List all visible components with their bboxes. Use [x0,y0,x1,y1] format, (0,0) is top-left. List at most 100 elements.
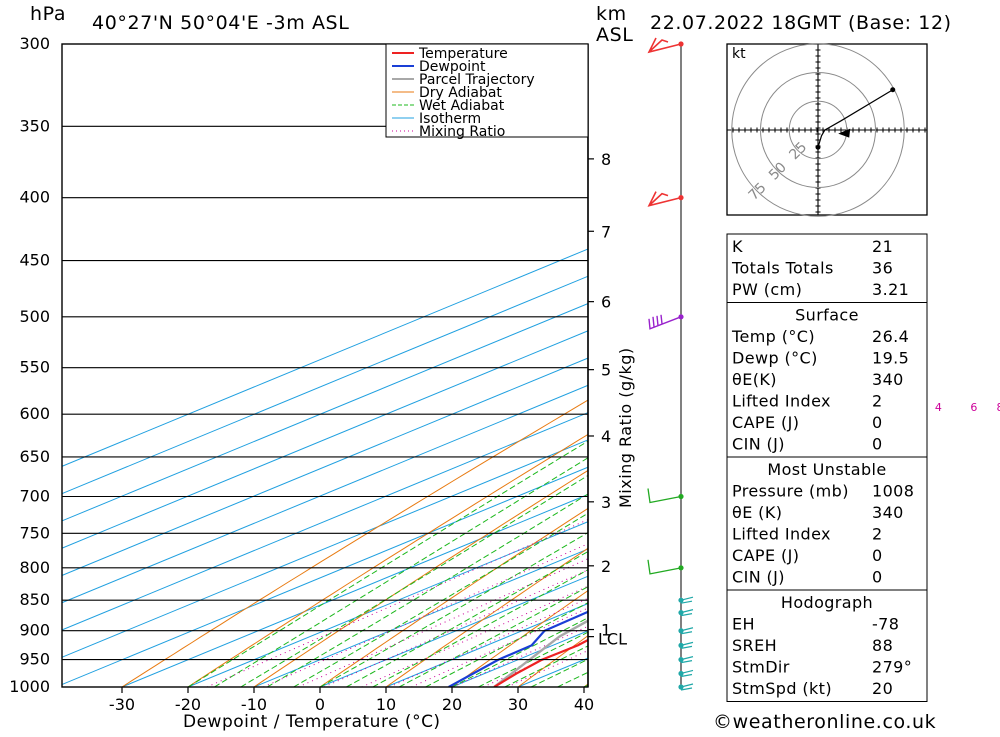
wind-barb [648,314,682,330]
pressure-tick-label: 600 [19,404,50,423]
indices-row-value: -78 [872,615,899,634]
indices-row-value: 1008 [872,482,914,501]
wind-barb [647,488,682,504]
height-unit-asl: ASL [596,24,633,46]
wind-point [678,597,684,603]
indices-row-value: 21 [872,237,893,256]
indices-row-value: 2 [872,525,883,544]
pressure-tick-label: 500 [19,307,50,326]
pressure-tick-label: 750 [19,523,50,542]
isotherm-line [62,330,588,549]
pressure-grid: 300 350 400 450 500 550 600 650 700 750 800 850 900 9… [9,34,589,696]
hodograph-ring [731,43,905,217]
wind-point [678,642,684,648]
indices-row-value: 0 [872,413,883,432]
dry-adiabat-line [385,547,588,687]
indices-row-label: StmSpd (kt) [732,679,832,698]
indices-section-title: Surface [795,306,859,325]
indices-table: K 21 Totals Totals 36 PW (cm) 3.21 Surface Temp… [726,233,928,702]
height-axis: 1 2 3 4 5 6 7 8 LCL [587,44,627,687]
pressure-tick-label: 850 [19,590,50,609]
indices-row-label: Pressure (mb) [732,482,849,501]
indices-row-value: 20 [872,679,893,698]
isotherm-line [62,275,588,495]
wind-barb [680,656,694,664]
hodograph-trace-line [817,89,894,148]
isotherm-line [319,575,588,687]
pressure-tick-label: 650 [19,447,50,466]
indices-row-label: CIN (J) [732,568,785,587]
legend-temperature: Temperature [418,46,508,62]
legend-isotherm: Isotherm [419,111,481,127]
hodograph-end-point [890,87,896,93]
legend: Temperature Dewpoint Parcel Trajectory D… [385,43,589,140]
legend-mixing-ratio: Mixing Ratio [419,124,505,140]
indices-row-label: SREH [732,636,777,655]
wet-adiabat-line [451,617,588,687]
pressure-tick-label: 1000 [9,677,50,696]
isotherm-line [62,357,588,576]
x-tick-label: 30 [508,695,528,714]
dry-adiabat-line [451,590,588,687]
pressure-tick-label: 550 [19,358,50,377]
legend-parcel: Parcel Trajectory [419,72,535,88]
wet-adiabat-line [266,493,588,687]
indices-row-label: Temp (°C) [731,327,815,346]
indices-row-label: StmDir [732,658,790,677]
indices-section-title: Hodograph [781,593,873,612]
pressure-tick-label: 350 [19,116,50,135]
isotherm-line [121,493,588,687]
wet-adiabat-line [187,440,588,687]
indices-row-label: CAPE (J) [732,413,799,432]
wind-barb [680,609,694,617]
x-tick-label: -20 [175,695,201,714]
isotherm-line [253,548,588,687]
dry-adiabat-line [980,44,1000,687]
storm-motion-marker [838,128,851,138]
pressure-tick-label: 450 [19,251,50,270]
indices-row-value: 0 [872,435,883,454]
indices-row-label: θE (K) [732,503,782,522]
wet-adiabat-line [346,550,588,687]
km-tick-label: 4 [601,427,611,446]
hodograph-trace [815,87,896,150]
pressure-unit-label: hPa [30,3,66,25]
wet-adiabat-line [240,474,588,687]
wind-barb [680,683,694,691]
datetime-title: 22.07.2022 18GMT (Base: 12) [650,12,952,34]
pressure-tick-label: 950 [19,650,50,669]
indices-row-value: 2 [872,392,883,411]
km-tick-label: 7 [601,222,611,241]
x-tick-label: 0 [315,695,325,714]
indices-row-value: 0 [872,546,883,565]
indices-row-value: 19.5 [872,349,909,368]
indices-row-label: CAPE (J) [732,546,799,565]
indices-section [726,456,928,591]
indices-row-value: 26.4 [872,327,909,346]
isotherm-line [62,248,588,467]
pressure-tick-label: 700 [19,487,50,506]
indices-row-label: Dewp (°C) [732,349,818,368]
legend-dry-adiabat: Dry Adiabat [419,85,502,101]
indices-row-value: 340 [872,370,904,389]
indices-row-label: EH [732,615,755,634]
x-tick-label: 20 [442,695,462,714]
x-axis-label: Dewpoint / Temperature (°C) [183,712,441,732]
indices-section [726,233,928,303]
wet-adiabat-line [214,457,588,687]
isotherm-line [62,439,588,658]
pressure-tick-label: 800 [19,558,50,577]
temperature-axis: -30 -20 -10 0 10 20 30 40 [109,687,594,714]
indices-section-title: Most Unstable [767,460,886,479]
mixing-ratio-axis-label: Mixing Ratio (g/kg) [616,347,635,508]
indices-row-value: 279° [872,658,912,677]
lcl-label: LCL [598,630,627,649]
mixing-ratio-label: 6 [970,401,977,414]
km-tick-label: 8 [601,150,611,169]
hodograph-ring [788,100,848,160]
wind-barb [647,191,682,207]
wind-barb [680,669,694,678]
